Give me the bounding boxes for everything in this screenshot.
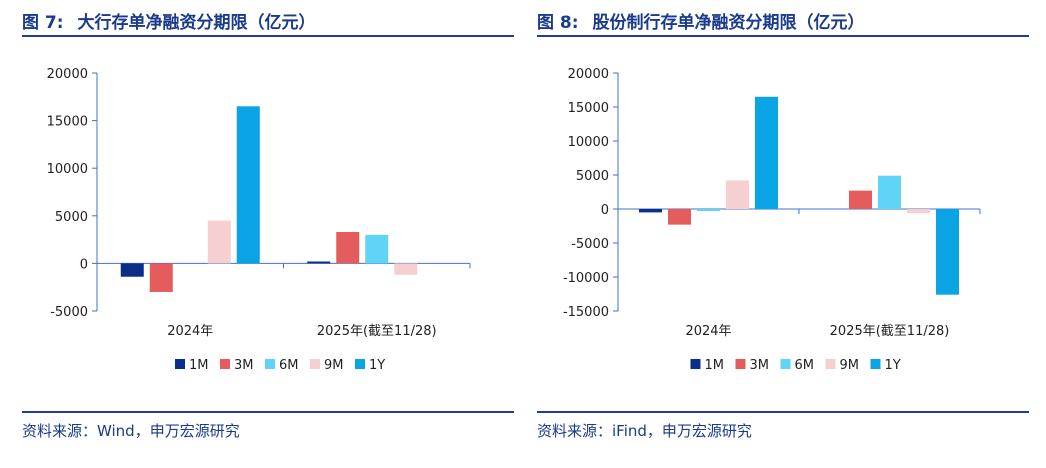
y-tick-label: -5000	[50, 305, 88, 320]
y-tick-label: 20000	[47, 67, 88, 82]
legend-swatch-1Y	[355, 359, 365, 369]
bar-9M-2	[907, 209, 930, 214]
y-tick-label: 0	[601, 203, 609, 218]
figure-7-chart: -5000 0 5000 10000 15000 20000 2024年 2025年(截至11…	[47, 67, 471, 373]
x-category-label: 2025年(截至11/28)	[317, 324, 437, 339]
legend-swatch-1M	[690, 359, 701, 369]
y-tick-label: 5000	[55, 210, 88, 225]
legend-label-9M: 9M	[324, 358, 344, 373]
legend-label-3M: 3M	[750, 358, 770, 373]
legend-label-1Y: 1Y	[885, 358, 901, 373]
legend-swatch-1Y	[870, 359, 881, 369]
legend-label-3M: 3M	[234, 358, 254, 373]
x-category-label: 2025年(截至11/28)	[830, 324, 950, 339]
y-tick-label: 0	[80, 257, 88, 272]
bar-6M-2	[878, 175, 901, 209]
figure-7-title: 图 7: 大行存单净融资分期限（亿元）	[22, 8, 316, 33]
figure-7-title-text: 大行存单净融资分期限（亿元）	[77, 13, 316, 33]
bar-6M-2	[365, 234, 389, 264]
figure-8-chart: -15000 -10000 -5000 0 5000 10000 15000 20000 202…	[563, 67, 981, 373]
y-tick-label: -15000	[563, 305, 609, 320]
bar-3M-2	[849, 190, 872, 209]
bar-3M-1	[149, 263, 173, 292]
bar-3M-2	[336, 231, 360, 264]
figure-8-label: 图 8:	[537, 13, 579, 33]
bar-3M-1	[668, 209, 691, 225]
bottom-rule	[22, 411, 514, 413]
legend-label-6M: 6M	[795, 358, 815, 373]
bar-1Y-2	[936, 209, 959, 295]
legend-swatch-6M	[780, 359, 791, 369]
bar-9M-2	[394, 263, 418, 275]
x-category-label: 2024年	[167, 324, 213, 339]
top-rule	[22, 35, 514, 37]
legend-swatch-6M	[265, 359, 275, 369]
bar-1M-1	[120, 263, 144, 277]
bar-9M-1	[207, 220, 231, 264]
y-tick-label: 20000	[568, 67, 609, 82]
bar-1M-1	[639, 209, 662, 213]
bar-1Y-1	[236, 106, 260, 264]
figure-8-title-text: 股份制行存单净融资分期限（亿元）	[592, 13, 865, 33]
bottom-rule	[537, 411, 1029, 413]
figure-8-source: 资料来源：iFind，申万宏源研究	[537, 422, 752, 440]
legend-label-1M: 1M	[705, 358, 725, 373]
y-tick-label: 10000	[568, 135, 609, 150]
bar-1Y-1	[755, 96, 778, 209]
bar-6M-1	[697, 209, 720, 212]
bar-9M-1	[726, 180, 749, 209]
figure-8-title: 图 8: 股份制行存单净融资分期限（亿元）	[537, 8, 865, 33]
legend-swatch-1M	[175, 359, 185, 369]
legend-label-6M: 6M	[279, 358, 299, 373]
y-tick-label: 5000	[576, 169, 609, 184]
legend-swatch-3M	[220, 359, 230, 369]
figure-7-label: 图 7:	[22, 13, 64, 33]
legend-label-1Y: 1Y	[369, 358, 385, 373]
legend-swatch-9M	[310, 359, 320, 369]
top-rule	[537, 35, 1029, 37]
figure-7-panel: 图 7: 大行存单净融资分期限（亿元） -5000 0 5000 10000 15000 2…	[22, 0, 514, 468]
legend-label-1M: 1M	[189, 358, 209, 373]
y-tick-label: 15000	[568, 101, 609, 116]
legend-swatch-9M	[825, 359, 836, 369]
bar-1M-2	[307, 261, 331, 264]
y-tick-label: 10000	[47, 162, 88, 177]
y-tick-label: -5000	[571, 237, 609, 252]
y-tick-label: -10000	[563, 271, 609, 286]
x-category-label: 2024年	[685, 324, 731, 339]
legend-swatch-3M	[735, 359, 746, 369]
figure-7-source: 资料来源：Wind，申万宏源研究	[22, 422, 240, 440]
y-tick-label: 15000	[47, 115, 88, 130]
legend-label-9M: 9M	[840, 358, 860, 373]
figure-8-panel: 图 8: 股份制行存单净融资分期限（亿元） -15000 -10000 -5000 0 5…	[537, 0, 1029, 468]
